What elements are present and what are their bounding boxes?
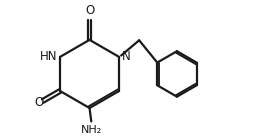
Text: N: N [122,50,131,63]
Text: O: O [35,96,44,109]
Text: HN: HN [39,50,57,63]
Text: NH₂: NH₂ [81,125,102,135]
Text: O: O [85,4,94,17]
